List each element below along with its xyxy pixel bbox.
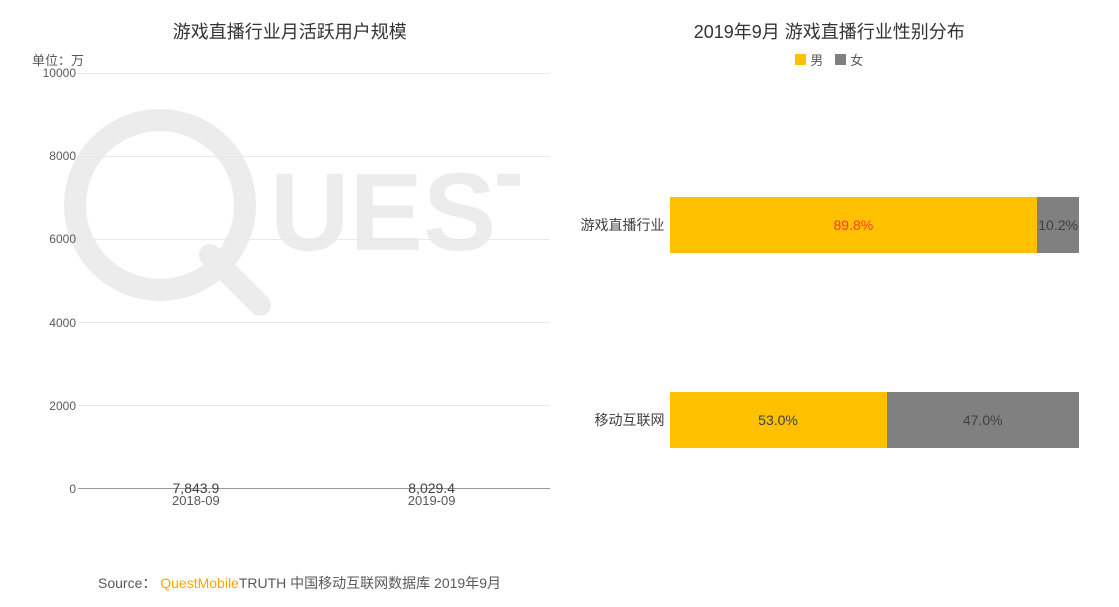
x-label: 2019-09	[337, 489, 526, 513]
y-axis: 0200040006000800010000	[32, 73, 76, 489]
bar-chart-area: 0200040006000800010000 7,843.98,029.4 20…	[78, 73, 550, 513]
source-brand: QuestMobile	[160, 575, 239, 591]
hbar-area: 游戏直播行业89.8%10.2% 移动互联网53.0%47.0%	[560, 77, 1100, 577]
legend-label: 女	[850, 50, 863, 69]
legend-label: 男	[810, 50, 823, 69]
legend-item: 女	[835, 50, 863, 69]
mau-bar-chart: 游戏直播行业月活跃用户规模 单位：万 020004000600080001000…	[20, 10, 560, 577]
grid-line	[78, 156, 550, 157]
hbar-track: 89.8%10.2%	[670, 197, 1080, 253]
grid-line	[78, 73, 550, 74]
bar-plot: 7,843.98,029.4	[78, 73, 550, 489]
source-line: Source： QuestMobileTRUTH 中国移动互联网数据库 2019…	[98, 573, 501, 593]
hbar-category-label: 游戏直播行业	[560, 215, 665, 235]
bars-container: 7,843.98,029.4	[78, 73, 550, 488]
y-tick: 8000	[32, 149, 76, 163]
y-tick: 0	[32, 482, 76, 496]
source-prefix: Source：	[98, 575, 156, 591]
hbar-category-label: 移动互联网	[560, 410, 665, 430]
grid-line	[78, 405, 550, 406]
source-rest: TRUTH 中国移动互联网数据库 2019年9月	[239, 575, 501, 591]
left-chart-unit: 单位：万	[32, 50, 560, 69]
legend-swatch	[795, 54, 806, 65]
legend-swatch	[835, 54, 846, 65]
legend: 男女	[560, 50, 1100, 69]
hbar-segment-female: 47.0%	[887, 392, 1079, 448]
x-label: 2018-09	[102, 489, 291, 513]
hbar-segment-male: 53.0%	[670, 392, 887, 448]
y-tick: 4000	[32, 316, 76, 330]
hbar-segment-female: 10.2%	[1037, 197, 1079, 253]
y-tick: 2000	[32, 399, 76, 413]
legend-item: 男	[795, 50, 823, 69]
grid-line	[78, 239, 550, 240]
x-axis: 2018-09 2019-09	[78, 489, 550, 513]
hbar-row: 游戏直播行业89.8%10.2%	[670, 195, 1080, 255]
hbar-row: 移动互联网53.0%47.0%	[670, 390, 1080, 450]
right-chart-title: 2019年9月 游戏直播行业性别分布	[560, 18, 1100, 44]
gender-stacked-chart: 2019年9月 游戏直播行业性别分布 男女 游戏直播行业89.8%10.2%移动…	[560, 10, 1100, 577]
grid-line	[78, 322, 550, 323]
y-tick: 6000	[32, 232, 76, 246]
left-chart-title: 游戏直播行业月活跃用户规模	[20, 18, 560, 44]
y-tick: 10000	[32, 66, 76, 80]
hbar-track: 53.0%47.0%	[670, 392, 1080, 448]
hbar-segment-male: 89.8%	[670, 197, 1038, 253]
